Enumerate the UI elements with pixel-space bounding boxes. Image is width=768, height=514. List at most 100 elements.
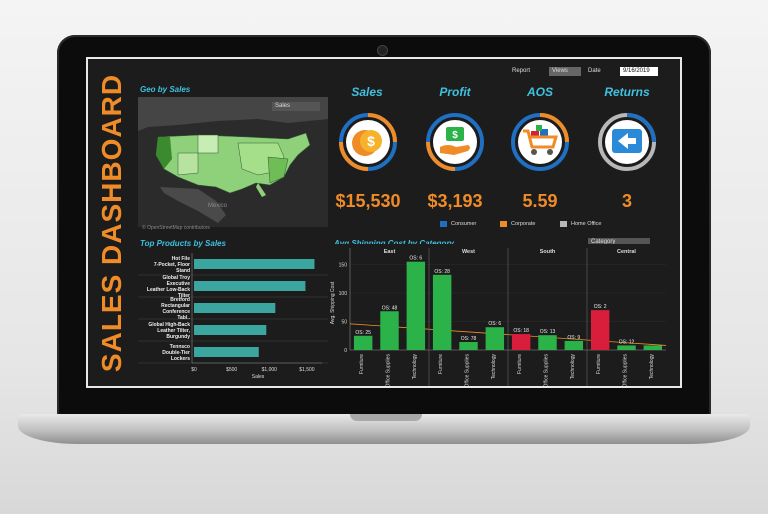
hbar-tick-label: $1,000 <box>262 367 278 373</box>
kpi-value-returns: 3 <box>621 191 632 211</box>
vbar-data-label: OS: 28 <box>434 269 450 275</box>
category-selector[interactable]: Category <box>588 238 650 247</box>
hbar-axis-title: Sales <box>252 374 265 380</box>
legend-label-corporate: Corporate <box>511 221 536 227</box>
vbar-region-label: West <box>462 249 475 255</box>
vbar-bar[interactable] <box>643 345 663 350</box>
vbar-data-label: OS: 13 <box>540 329 556 335</box>
vbar-bar[interactable] <box>406 261 426 350</box>
kpi-value-aos: 5.59 <box>522 191 558 211</box>
webcam-icon <box>377 45 388 56</box>
dashboard-screen: SALES DASHBOARD Report Views Date 9/16/2… <box>86 57 682 388</box>
laptop-base <box>18 414 750 444</box>
vbar-category-label: Office Supplies <box>544 354 550 387</box>
hbar-bar[interactable] <box>194 325 267 335</box>
vbar-category-label: Furniture <box>359 354 365 374</box>
vbar-bar[interactable] <box>353 335 373 350</box>
us-map[interactable]: Mexico <box>138 97 328 227</box>
map-mexico-label: Mexico <box>208 203 228 209</box>
map-credit: © OpenStreetMap contributors <box>142 225 210 231</box>
report-label: Report <box>512 68 531 74</box>
money-hand-icon: $ <box>426 113 484 171</box>
shipping-title: Avg.Shipping Cost by Category <box>334 239 455 248</box>
vbar-bar[interactable] <box>617 345 636 350</box>
vbar-category-label: Furniture <box>517 354 523 374</box>
hbar-tick-label: $500 <box>226 367 237 373</box>
legend-swatch-consumer <box>440 221 447 227</box>
hbar-category-label: Global Troy Executive Leather Low-Back Tilt… <box>147 275 190 299</box>
legend-label-consumer: Consumer <box>451 221 477 227</box>
vbar-data-label: OS: 6 <box>488 321 501 327</box>
legend-label-home-office: Home Office <box>571 221 602 227</box>
vbar-category-label: Office Supplies <box>623 354 629 387</box>
svg-text:$: $ <box>367 133 375 149</box>
vbar-tick-label: 0 <box>344 348 347 354</box>
kpi-label-sales: Sales <box>351 85 383 99</box>
kpi-value-profit: $3,193 <box>427 191 483 211</box>
vbar-data-label: OS: 78 <box>461 336 477 342</box>
vbar-category-label: Technology <box>570 354 576 380</box>
vbar-region-label: Central <box>617 249 636 255</box>
geo-selector[interactable]: Sales <box>272 102 320 111</box>
vbar-region-label: East <box>384 249 396 255</box>
coins-icon: $ <box>339 113 397 171</box>
vbar-tick-label: 100 <box>339 291 348 297</box>
top-products-title: Top Products by Sales <box>140 239 226 248</box>
vbar-data-label: OS: 25 <box>355 330 371 336</box>
legend-home-office[interactable]: Home Office <box>560 221 601 227</box>
vbar-data-label: OS: 12 <box>619 339 635 345</box>
dashboard-title: SALES DASHBOARD <box>96 73 128 372</box>
vbar-tick-label: 150 <box>339 263 348 269</box>
report-dropdown[interactable]: Views <box>549 67 581 76</box>
vbar-category-label: Furniture <box>438 354 444 374</box>
hbar-category-label: Global High-Back Leather Tilter, Burgundy <box>148 322 190 340</box>
shipping-chart[interactable]: 0 50 100 150 Avg. Shipping Cost East OS: 25 Fur… <box>328 244 668 387</box>
vbar-bar[interactable] <box>590 310 610 350</box>
vbar-data-label: OS: 2 <box>594 304 607 310</box>
vbar-data-label: OS: 9 <box>567 335 580 341</box>
hbar-bar[interactable] <box>194 259 315 269</box>
date-label: Date <box>588 68 601 74</box>
shopping-cart-icon <box>511 113 569 171</box>
vbar-bar[interactable] <box>538 335 557 350</box>
hbar-bar[interactable] <box>194 303 276 313</box>
vbar-bar[interactable] <box>564 340 584 350</box>
vbar-bar[interactable] <box>511 334 531 350</box>
kpi-label-returns: Returns <box>604 85 650 99</box>
vbar-background <box>328 244 668 386</box>
hbar-bar[interactable] <box>194 281 306 291</box>
hbar-category-label: Bretford Rectangular Conference Tabl.. <box>161 297 191 321</box>
legend-consumer[interactable]: Consumer <box>440 221 476 227</box>
legend-swatch-home-office <box>560 221 567 227</box>
vbar-tick-label: 50 <box>341 320 347 326</box>
legend-swatch-corporate <box>500 221 507 227</box>
vbar-category-label: Furniture <box>596 354 602 374</box>
hbar-category-label: Hot File 7-Pocket, Floor Stand <box>154 256 190 274</box>
svg-text:$: $ <box>452 130 458 141</box>
vbar-category-label: Technology <box>412 354 418 380</box>
geo-title: Geo by Sales <box>140 85 191 94</box>
date-input[interactable]: 9/16/2019 <box>620 67 658 76</box>
vbar-data-label: OS: 6 <box>409 256 422 262</box>
vbar-category-label: Technology <box>491 354 497 380</box>
return-box-icon <box>598 113 656 171</box>
side-title: SALES DASHBOARD <box>90 59 134 386</box>
vbar-axis-title: Avg. Shipping Cost <box>330 281 336 324</box>
vbar-bar[interactable] <box>459 342 478 350</box>
hbar-tick-label: $0 <box>191 367 197 373</box>
vbar-category-label: Office Supplies <box>465 354 471 387</box>
hbar-bar[interactable] <box>194 347 259 357</box>
laptop-notch <box>350 414 422 421</box>
hbar-category-label: Tennsco Double-Tier Lockers <box>162 344 190 362</box>
vbar-region-label: South <box>540 249 556 255</box>
vbar-bar[interactable] <box>380 311 399 350</box>
kpi-value-sales: $15,530 <box>335 191 401 211</box>
vbar-category-label: Office Supplies <box>386 354 392 387</box>
vbar-bar[interactable] <box>485 327 505 350</box>
vbar-data-label: OS: 18 <box>513 328 529 334</box>
kpi-label-aos: AOS <box>526 85 553 99</box>
legend-corporate[interactable]: Corporate <box>500 221 535 227</box>
vbar-bar[interactable] <box>432 274 452 350</box>
kpi-label-profit: Profit <box>439 85 471 99</box>
